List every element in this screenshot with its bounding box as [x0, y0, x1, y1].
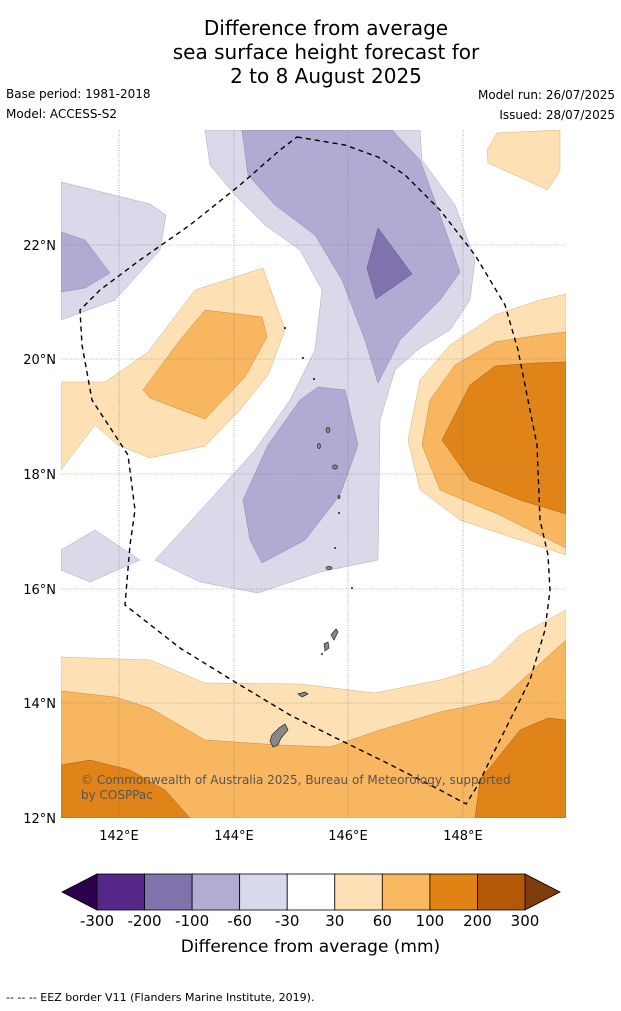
lat-label-12: 12°N: [23, 812, 56, 827]
lat-label-20: 20°N: [23, 353, 56, 368]
copyright-line-1: © Commonwealth of Australia 2025, Bureau…: [81, 773, 511, 787]
model-run-label: Model run: 26/07/2025: [477, 88, 615, 102]
colorbar-tick-label: 300: [510, 912, 540, 930]
title-line-3: 2 to 8 August 2025: [230, 64, 422, 88]
model-label: Model: ACCESS-S2: [6, 107, 118, 121]
colorbar-tick-label: 200: [463, 912, 492, 930]
colorbar-segment: [286, 873, 336, 911]
colorbar-tick-label: -200: [127, 912, 162, 930]
island-small-3: [332, 464, 338, 470]
island-small-2: [317, 443, 321, 449]
lon-label-142: 142°E: [99, 829, 139, 844]
island-dot-7: [320, 652, 324, 656]
lon-label-148: 148°E: [443, 829, 483, 844]
colorbar-segment: [96, 873, 145, 911]
islands: [269, 326, 354, 748]
island-dot-3: [312, 377, 316, 381]
island-dot-6: [350, 586, 354, 590]
base-period-label: Base period: 1981-2018: [6, 87, 151, 101]
eez-footer-note: -- -- -- EEZ border V11 (Flanders Marine…: [6, 991, 315, 1004]
colorbar-tick-label: 30: [325, 912, 345, 930]
gridlines: [61, 130, 566, 818]
contour-pos-mid-south: [61, 639, 566, 818]
colorbar-segment: [144, 873, 193, 911]
colorbar-segment: [239, 873, 288, 911]
island-small-4: [337, 495, 341, 499]
island-guam: [269, 723, 289, 748]
title-line-1: Difference from average: [203, 16, 449, 40]
contour-neg-mid-west: [61, 231, 111, 293]
island-dot-4: [337, 511, 341, 515]
lat-label-16: 16°N: [23, 583, 56, 598]
island-dot-1: [283, 326, 287, 330]
island-dot-2: [301, 356, 305, 360]
lat-label-22: 22°N: [23, 239, 56, 254]
island-rota: [297, 691, 309, 698]
contour-neg-dark: [366, 227, 413, 300]
title-line-2: sea surface height forecast for: [172, 40, 480, 64]
copyright-notice: © Commonwealth of Australia 2025, Bureau…: [81, 773, 511, 802]
lon-label-144: 144°E: [214, 829, 254, 844]
island-dot-5: [333, 546, 337, 550]
lon-label-146: 146°E: [328, 829, 368, 844]
colorbar-segment: [477, 873, 526, 911]
colorbar-segment: [429, 873, 478, 911]
copyright-line-2: by COSPPac: [81, 788, 153, 802]
lat-label-14: 14°N: [23, 697, 56, 712]
island-small-1: [325, 427, 331, 433]
contour-pos-mid-nw: [142, 309, 268, 420]
map-title: Difference from average sea surface heig…: [0, 16, 621, 88]
colorbar-tick-label: -300: [79, 912, 115, 930]
contour-neg-light-sw: [61, 529, 141, 583]
colorbar-label: Difference from average (mm): [180, 937, 441, 957]
colorbar: [61, 873, 561, 911]
axis-labels: 22°N 20°N 18°N 16°N 14°N 12°N 142°E 144°…: [23, 239, 483, 844]
colorbar-under-arrow: [61, 873, 98, 911]
colorbar-tick-label: -100: [175, 912, 210, 930]
colorbar-tick-label: -30: [274, 912, 300, 930]
contour-neg-mid-north: [241, 130, 461, 384]
eez-border: [79, 136, 551, 805]
colorbar-segment: [381, 873, 431, 911]
contour-pos-light-corner: [486, 130, 561, 191]
colorbar-tick-label: 60: [372, 912, 392, 930]
issued-label: Issued: 28/07/2025: [499, 108, 615, 122]
colorbar-tick-label: -60: [227, 912, 252, 930]
contour-pos-dark-ne: [441, 361, 566, 515]
contour-layers: [61, 130, 566, 818]
colorbar-segment: [334, 873, 383, 911]
contour-pos-dark-sw: [61, 759, 191, 818]
lat-label-18: 18°N: [23, 468, 56, 483]
contour-pos-dark-se: [474, 717, 566, 818]
colorbar-tick-label: 100: [415, 912, 445, 930]
island-small-5: [325, 566, 333, 570]
colorbar-segment: [191, 873, 241, 911]
colorbar-over-arrow: [524, 873, 561, 911]
island-tinian: [323, 641, 330, 652]
island-saipan: [330, 628, 339, 641]
